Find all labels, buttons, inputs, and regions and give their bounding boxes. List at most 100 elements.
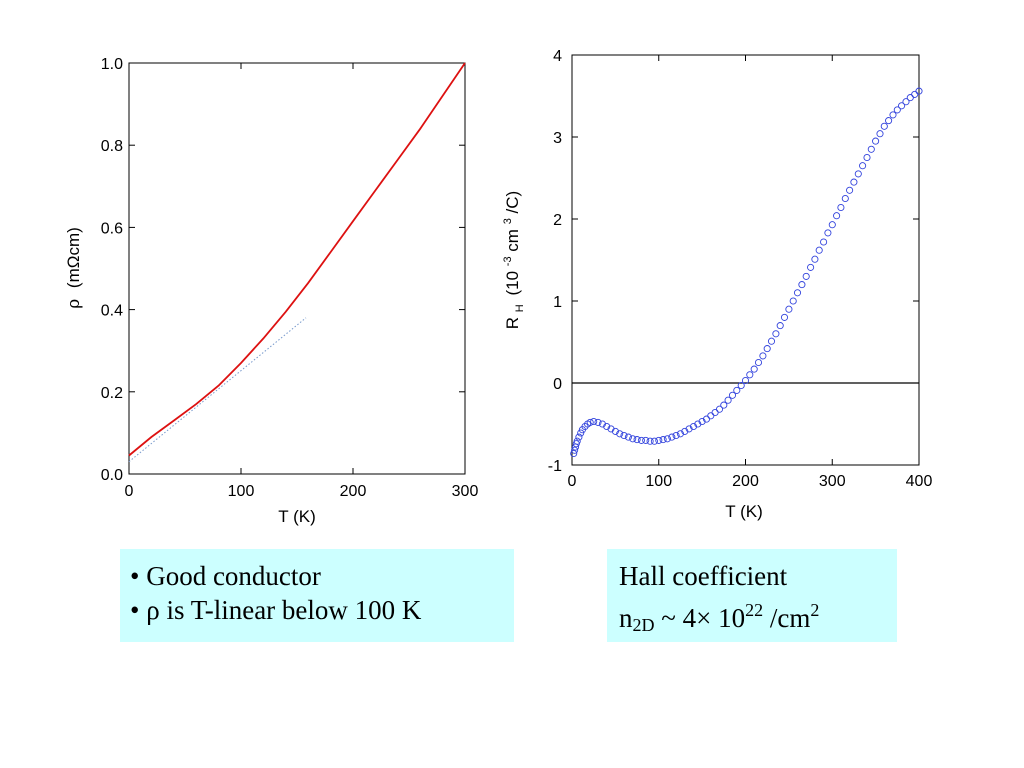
hall-data-point: [575, 433, 583, 441]
resistivity-curve: [128, 62, 466, 457]
hall-data-point: [624, 433, 632, 441]
note-line-good-conductor: • Good conductor: [130, 559, 514, 593]
conductor-note: • Good conductor • ρ is T-linear below 1…: [120, 549, 514, 642]
hall-x-tick-label: 100: [645, 473, 672, 490]
hall-data-point: [763, 345, 771, 353]
hall-data-point: [698, 417, 706, 426]
n-subscript: 2D: [632, 615, 655, 635]
hall-data-point: [737, 381, 745, 390]
density-unit-exponent: 2: [810, 600, 820, 620]
hall-ylabel-sub: H: [514, 304, 526, 312]
hall-y-axis-title: R H (10 -3 cm 3 /C): [496, 191, 527, 329]
hall-data-point: [859, 162, 867, 170]
hall-data-point: [785, 305, 793, 313]
density-value: ~ 4× 10: [654, 603, 746, 633]
hall-data-point: [637, 436, 645, 444]
resistivity-y-tick-label: 1.0: [101, 56, 123, 73]
hall-data-point: [820, 238, 828, 246]
hall-data-point: [707, 412, 715, 420]
hall-data-point: [581, 422, 589, 431]
hall-data-point: [837, 203, 845, 212]
hall-data-point: [846, 186, 854, 194]
resistivity-x-tick-label: 200: [340, 483, 367, 500]
hall-data-point: [789, 297, 797, 305]
hall-data-point: [724, 396, 732, 404]
hall-data-point: [746, 371, 754, 379]
hall-data-point: [720, 401, 728, 409]
resistivity-x-tick-label: 0: [125, 483, 134, 500]
resistivity-chart: 0 100 200 300 0.0 0.2 0.4 0.6 0.8 1.0 T (K) ρ (mΩ…: [64, 56, 478, 526]
hall-data-point: [872, 137, 880, 145]
resistivity-x-tick-label: 300: [452, 483, 479, 500]
hall-data-point: [824, 229, 832, 237]
resistivity-y-tick-label: 0.4: [101, 303, 123, 320]
hall-coefficient-text: Hall coefficient: [619, 561, 788, 591]
hall-data-point: [741, 376, 750, 385]
resistivity-series: [128, 62, 466, 463]
hall-data-point: [685, 425, 693, 433]
hall-note: Hall coefficient n2D ~ 4× 1022 /cm2: [607, 549, 897, 642]
hall-data-point: [629, 435, 637, 443]
hall-data-point: [807, 263, 815, 271]
hall-data-point: [586, 418, 594, 426]
hall-data-point: [833, 212, 841, 220]
hall-ylabel-pre: (10: [503, 271, 522, 296]
hall-data-point: [885, 117, 893, 125]
hall-y-tick-label: 0: [553, 376, 562, 393]
hall-ylabel-sup1: -3: [502, 256, 514, 266]
hall-data-point: [733, 386, 741, 394]
hall-series: [570, 87, 923, 458]
hall-data-point: [728, 391, 737, 399]
hall-data-point: [663, 435, 671, 443]
hall-data-point: [867, 145, 875, 153]
hall-x-tick-label: 300: [819, 473, 846, 490]
hall-data-point: [776, 322, 784, 330]
hall-y-tick-label: -1: [548, 458, 562, 475]
hall-data-point: [672, 431, 680, 440]
hall-data-point: [911, 90, 919, 98]
hall-data-point: [659, 436, 667, 444]
hall-data-point: [850, 178, 858, 186]
hall-data-point: [594, 418, 602, 426]
hall-data-point: [793, 289, 802, 297]
hall-x-axis-title: T (K): [725, 502, 762, 521]
carrier-density-text: n2D ~ 4× 1022 /cm2: [619, 593, 897, 642]
hall-plot-frame: [571, 54, 920, 466]
hall-ylabel-post: /C): [503, 191, 522, 214]
hall-data-point: [828, 221, 836, 229]
bullet: •: [130, 595, 140, 625]
hall-ylabel-base: R: [503, 317, 522, 329]
hall-data-point: [854, 170, 862, 178]
density-unit: /cm: [763, 603, 811, 633]
hall-data-point: [668, 433, 676, 441]
hall-data-point: [876, 130, 884, 138]
hall-data-point: [655, 436, 663, 444]
hall-data-point: [590, 417, 598, 426]
hall-x-tick-label: 400: [906, 473, 933, 490]
hall-data-point: [798, 281, 806, 289]
good-conductor-text: Good conductor: [146, 561, 321, 591]
hall-data-point: [893, 106, 901, 114]
t-linear-text: is T-linear below 100 K: [159, 595, 422, 625]
hall-data-point: [767, 337, 776, 345]
hall-data-point: [880, 122, 888, 130]
hall-x-tick-label: 0: [568, 473, 577, 490]
hall-coefficient-chart: 0 100 200 300 400 -1 0 1 2 3 4 T (K) R H (10 -3 cm…: [496, 48, 933, 521]
hall-data-point: [811, 255, 819, 263]
rho-unit: (mΩcm): [64, 227, 83, 288]
resistivity-y-tick-label: 0.8: [101, 138, 123, 155]
hall-data-point: [676, 430, 684, 438]
note-line-t-linear: • ρ is T-linear below 100 K: [130, 593, 514, 627]
linear-fit-line: [128, 317, 307, 463]
hall-ylabel-mid: cm: [503, 229, 522, 252]
resistivity-y-tick-label: 0.6: [101, 220, 123, 237]
hall-data-point: [815, 246, 823, 254]
hall-data-point: [577, 429, 585, 437]
hall-data-point: [650, 437, 658, 445]
rho-symbol-text: ρ: [146, 595, 160, 625]
bullet: •: [130, 561, 140, 591]
rho-symbol: ρ: [64, 299, 84, 309]
hall-y-tick-label: 2: [553, 212, 562, 229]
hall-ylabel-sup2: 3: [502, 218, 514, 224]
